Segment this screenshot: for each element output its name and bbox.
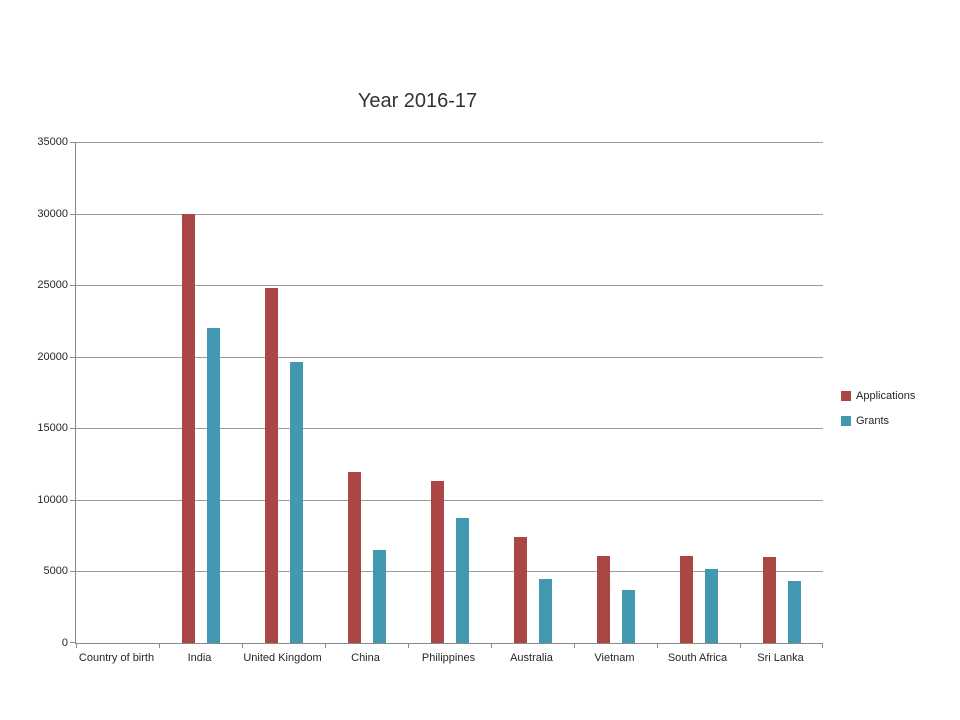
x-axis-tick — [491, 643, 492, 648]
gridline-5000 — [76, 571, 823, 573]
grants-bar-vietnam — [621, 590, 635, 643]
x-axis-tick — [657, 643, 658, 648]
y-tick-label: 35000 — [37, 136, 68, 148]
y-axis-tick — [70, 285, 76, 287]
y-axis-tick — [70, 571, 76, 573]
gridline-30000 — [76, 213, 823, 215]
grants-bar-australia — [538, 579, 552, 643]
legend-item-applications: Applications — [841, 390, 915, 402]
y-axis-labels: 0 5000 10000 15000 20000 25000 30000 35000 — [0, 136, 68, 649]
y-tick-label: 30000 — [37, 207, 68, 220]
applications-bar-china — [347, 471, 361, 643]
y-tick-label: 10000 — [37, 493, 68, 506]
y-axis-tick — [70, 213, 76, 215]
y-tick-label: 15000 — [37, 422, 68, 435]
x-axis-tick — [822, 643, 823, 648]
applications-bar-philippines — [430, 481, 444, 643]
x-axis-tick — [739, 643, 741, 648]
category-group-philippines — [408, 142, 491, 643]
category-group-vietnam — [574, 142, 657, 643]
gridline-25000 — [76, 285, 823, 287]
gridline-10000 — [76, 499, 823, 501]
applications-bar-india — [181, 213, 195, 643]
applications-bar-united-kingdom — [264, 288, 278, 643]
category-group-sri-lanka — [740, 142, 823, 643]
legend: Applications Grants — [841, 390, 915, 440]
legend-swatch-applications — [841, 391, 851, 401]
x-tick-label-sri-lanka: Sri Lanka — [757, 652, 804, 664]
y-tick-label: 20000 — [37, 350, 68, 363]
x-tick-label-vietnam: Vietnam — [594, 652, 635, 664]
x-axis-tick — [407, 643, 409, 648]
applications-bar-australia — [513, 537, 527, 643]
x-axis-tick — [158, 643, 160, 648]
applications-bar-vietnam — [596, 555, 610, 643]
y-axis-tick — [70, 499, 76, 501]
category-group-australia — [491, 142, 574, 643]
y-axis-tick — [70, 642, 76, 643]
grants-bar-philippines — [455, 518, 469, 643]
x-axis-tick — [76, 643, 77, 648]
x-tick-label-philippines: Philippines — [421, 652, 476, 664]
category-group-united-kingdom — [242, 142, 325, 643]
category-group-country-of-birth — [76, 142, 159, 643]
legend-item-grants: Grants — [841, 415, 915, 427]
x-axis-labels: Country of birth India United Kingdom China… — [75, 651, 822, 667]
x-tick-label-australia: Australia — [510, 652, 553, 664]
grants-bar-united-kingdom — [289, 361, 303, 643]
gridline-20000 — [76, 356, 823, 358]
grants-bar-sri-lanka — [787, 581, 801, 643]
x-tick-label-china: China — [351, 652, 380, 664]
y-axis-tick — [70, 142, 76, 143]
x-tick-label-united-kingdom: United Kingdom — [243, 652, 322, 664]
category-group-china — [325, 142, 408, 643]
x-tick-label-south-africa: South Africa — [667, 652, 728, 664]
x-axis-tick — [573, 643, 575, 648]
applications-bar-sri-lanka — [762, 557, 776, 643]
y-axis-tick — [70, 428, 76, 430]
plot-area — [70, 142, 823, 648]
chart-title: Year 2016-17 — [357, 90, 478, 112]
legend-label: Applications — [856, 390, 916, 402]
x-tick-label-country-of-birth: Country of birth — [78, 652, 155, 664]
legend-swatch-grants — [841, 416, 851, 426]
applications-bar-south-africa — [679, 555, 693, 643]
y-tick-label: 5000 — [43, 565, 68, 578]
x-axis-tick — [324, 643, 326, 648]
grants-bar-india — [206, 328, 220, 643]
x-axis-tick — [241, 643, 243, 648]
y-tick-label: 0 — [61, 637, 68, 649]
category-group-south-africa — [657, 142, 740, 643]
x-tick-label-india: India — [187, 652, 212, 664]
grants-bar-south-africa — [704, 568, 718, 643]
y-tick-label: 25000 — [37, 279, 68, 292]
grants-bar-china — [372, 549, 386, 643]
category-group-india — [159, 142, 242, 643]
legend-label: Grants — [856, 415, 890, 427]
gridline-15000 — [76, 428, 823, 430]
gridline-35000 — [76, 142, 823, 143]
y-axis-tick — [70, 356, 76, 358]
